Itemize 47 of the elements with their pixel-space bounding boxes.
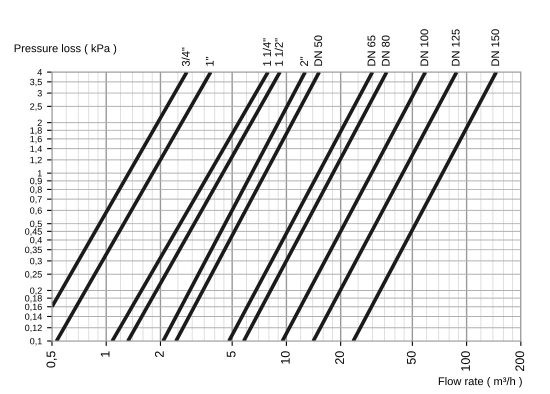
x-tick-label: 20 [335,351,344,364]
x-tick-label: 2 [154,351,164,358]
text: 2" [300,56,308,66]
x-tick-label: 10 [280,351,290,364]
y-tick-label: 0,12 [25,324,42,332]
text: 1" [206,56,214,66]
y-tick-label: 0,8 [30,186,42,194]
text: DN 50 [314,35,322,66]
text: DN 100 [420,29,428,66]
x-tick-label: 5 [226,351,236,358]
text: 1 1/2" [274,38,283,66]
text: 1 1/4" [262,38,271,66]
y-tick-label: 0,4 [30,236,42,244]
y-tick-label: 1,2 [30,156,42,164]
y-tick-label: 0,1 [30,338,42,346]
text: DN 125 [452,29,460,66]
y-tick-label: 0,16 [25,304,42,312]
y-axis-title: Pressure loss ( kPa ) [14,44,116,54]
x-axis-title: Flow rate ( m³/h ) [438,377,522,388]
y-tick-label: 1 [38,170,42,176]
y-tick-label: 0,7 [30,196,42,204]
x-tick-label: 100 [461,351,470,371]
y-tick-label: 0,14 [25,313,42,321]
y-tick-label: 4 [37,69,42,76]
y-tick-label: 1,6 [30,136,42,144]
text: DN 65 [368,36,376,66]
y-tick-label: 0,5 [30,220,42,228]
x-tick-label: 200 [515,351,524,371]
y-tick-label: 3 [38,90,42,96]
y-tick-label: 1,8 [30,127,42,135]
y-tick-label: 0,9 [30,178,42,186]
y-tick-label: 0,18 [25,295,42,303]
y-tick-label: 0,25 [25,271,42,279]
x-tick-label: 50 [406,351,416,364]
y-tick-label: 0,6 [30,207,42,215]
y-tick-label: 2 [38,120,42,126]
x-tick-label: 1 [100,351,110,357]
y-tick-label: 0,45 [25,228,42,236]
text: DN 150 [491,29,500,66]
y-tick-label: 0,35 [25,246,42,254]
y-tick-label: 0,3 [30,258,42,266]
y-tick-label: 1,4 [30,146,42,154]
text: DN 80 [382,35,390,66]
y-tick-label: 3,5 [30,78,42,86]
y-tick-label: 0,2 [30,287,42,295]
text: 3/4" [182,48,190,66]
y-tick-label: 2,5 [30,103,42,111]
